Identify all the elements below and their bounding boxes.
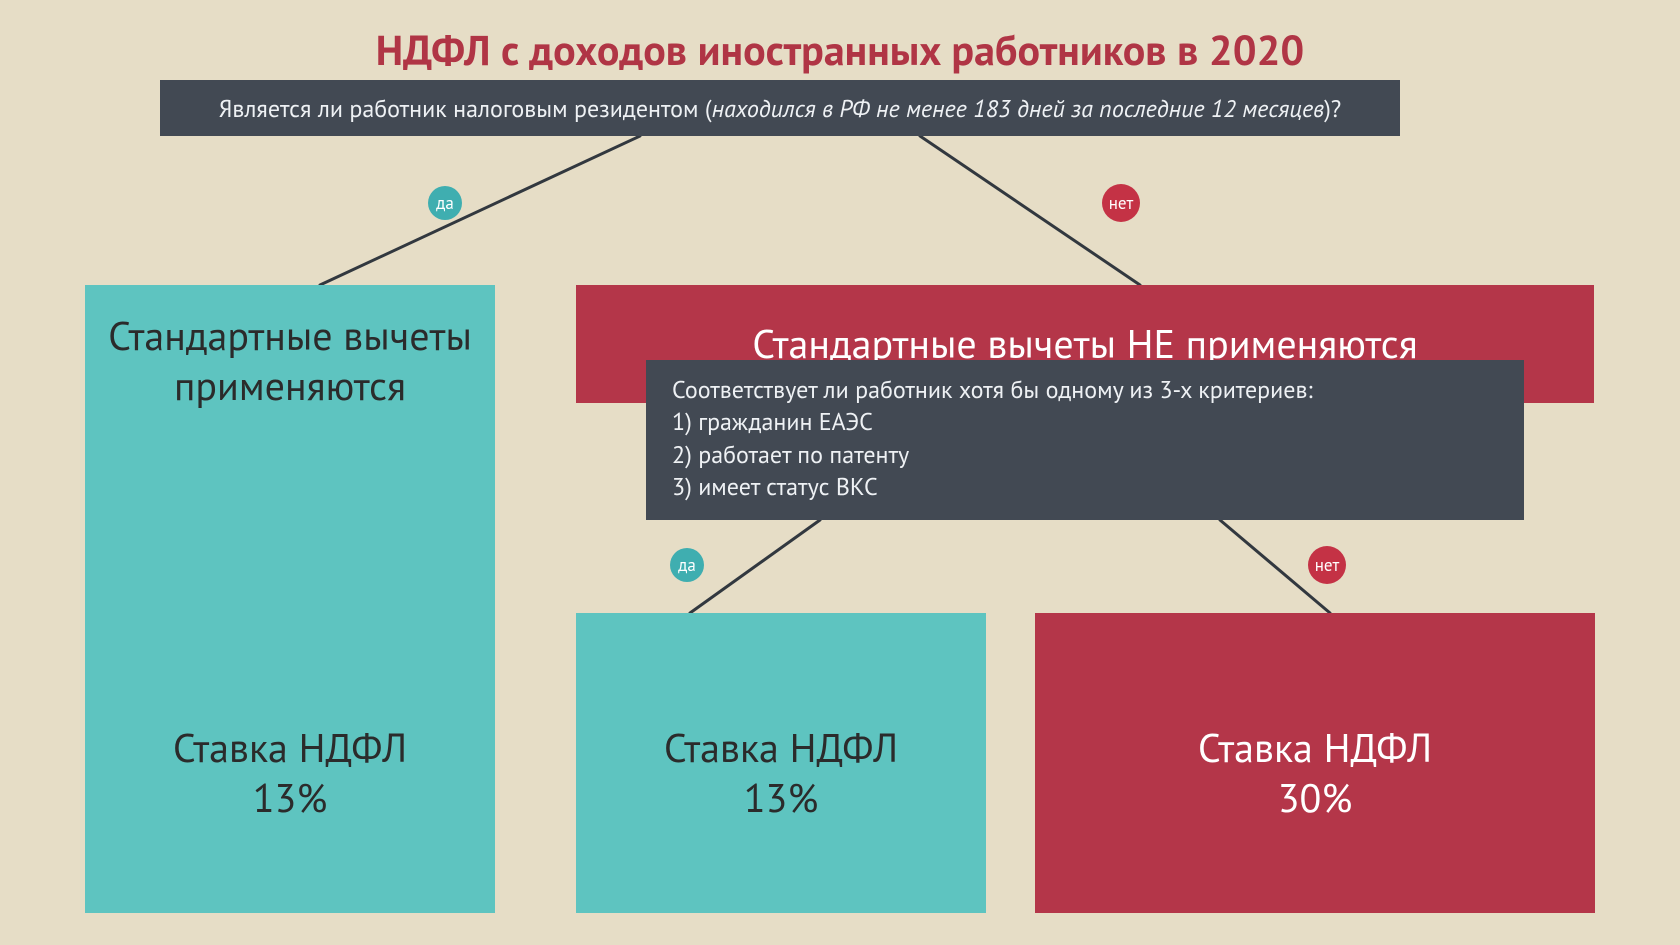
badge-yes-2: да bbox=[670, 548, 704, 582]
badge-no-1: нет bbox=[1102, 184, 1140, 222]
question-resident: Является ли работник налоговым резиденто… bbox=[160, 80, 1400, 136]
line-q1-yes bbox=[320, 136, 640, 285]
question-resident-prefix: Является ли работник налоговым резиденто… bbox=[219, 93, 712, 124]
rate-resident: Ставка НДФЛ 13% bbox=[173, 723, 407, 913]
badge-no-2: нет bbox=[1308, 546, 1346, 584]
rate-value: 30% bbox=[1198, 773, 1432, 823]
box-resident-yes: Стандартные вычеты применяются Ставка НД… bbox=[85, 285, 495, 913]
rate-value: 13% bbox=[664, 773, 898, 823]
rate-label: Ставка НДФЛ bbox=[173, 723, 407, 773]
rate-criteria-no: Ставка НДФЛ 30% bbox=[1198, 723, 1432, 913]
question-resident-suffix: )? bbox=[1324, 93, 1341, 124]
rate-label: Ставка НДФЛ bbox=[1198, 723, 1432, 773]
rate-criteria-yes: Ставка НДФЛ 13% bbox=[664, 723, 898, 913]
page-title: НДФЛ с доходов иностранных работников в … bbox=[0, 22, 1680, 77]
criteria-line-1: 1) гражданин ЕАЭС bbox=[672, 406, 1498, 438]
line-q2-yes bbox=[690, 520, 820, 613]
rate-value: 13% bbox=[173, 773, 407, 823]
question-criteria: Соответствует ли работник хотя бы одному… bbox=[646, 360, 1524, 520]
criteria-line-2: 2) работает по патенту bbox=[672, 439, 1498, 471]
rate-label: Ставка НДФЛ bbox=[664, 723, 898, 773]
question-resident-italic: находился в РФ не менее 183 дней за посл… bbox=[712, 93, 1324, 124]
criteria-line-3: 3) имеет статус ВКС bbox=[672, 471, 1498, 503]
deductions-apply-text: Стандартные вычеты применяются bbox=[85, 285, 495, 411]
box-criteria-no: Ставка НДФЛ 30% bbox=[1035, 613, 1595, 913]
flowchart-stage: НДФЛ с доходов иностранных работников в … bbox=[0, 0, 1680, 945]
badge-yes-1: да bbox=[428, 186, 462, 220]
criteria-line-0: Соответствует ли работник хотя бы одному… bbox=[672, 374, 1498, 406]
box-criteria-yes: Ставка НДФЛ 13% bbox=[576, 613, 986, 913]
